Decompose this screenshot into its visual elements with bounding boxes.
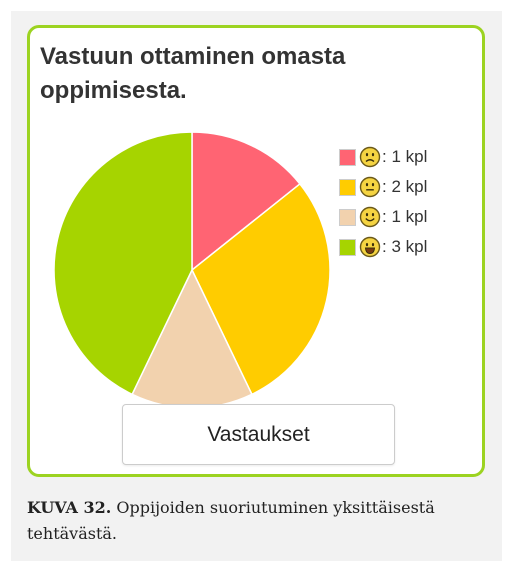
legend-label: : 3 kpl — [382, 237, 428, 256]
legend-item: : 2 kpl — [339, 172, 427, 202]
legend-swatch — [339, 148, 356, 166]
smiling-face-icon — [359, 206, 381, 228]
legend-label: : 1 kpl — [382, 207, 428, 226]
neutral-face-icon — [359, 176, 381, 198]
figure-frame: Vastuun ottaminen omasta oppimisesta. : … — [11, 11, 502, 561]
legend-swatch — [339, 238, 356, 256]
pie-slice-2 — [191, 182, 331, 396]
legend-item: : 1 kpl — [339, 142, 427, 172]
figure-caption: KUVA 32. Oppijoiden suoriutuminen yksitt… — [27, 495, 487, 547]
chart-title: Vastuun ottaminen omasta oppimisesta. — [40, 43, 346, 104]
legend-swatch — [339, 178, 356, 196]
chart-legend: : 1 kpl : 2 kpl : 1 kpl : 3 kpl — [339, 142, 427, 262]
pie-slice-4 — [53, 131, 193, 396]
legend-label: : 2 kpl — [382, 177, 428, 196]
pie-slice-1 — [191, 131, 301, 272]
caption-label: KUVA 32. — [27, 498, 112, 517]
legend-label: : 1 kpl — [382, 147, 428, 166]
legend-swatch — [339, 208, 356, 226]
grinning-face-icon — [359, 236, 381, 258]
legend-item: : 3 kpl — [339, 232, 427, 262]
poll-card: Vastuun ottaminen omasta oppimisesta. : … — [27, 25, 485, 477]
caption-text: Oppijoiden suoriutuminen yksittäisestä t… — [27, 498, 435, 543]
legend-item: : 1 kpl — [339, 202, 427, 232]
pie-chart — [53, 131, 331, 409]
answers-button[interactable]: Vastaukset — [122, 404, 395, 465]
sad-face-icon — [359, 146, 381, 168]
